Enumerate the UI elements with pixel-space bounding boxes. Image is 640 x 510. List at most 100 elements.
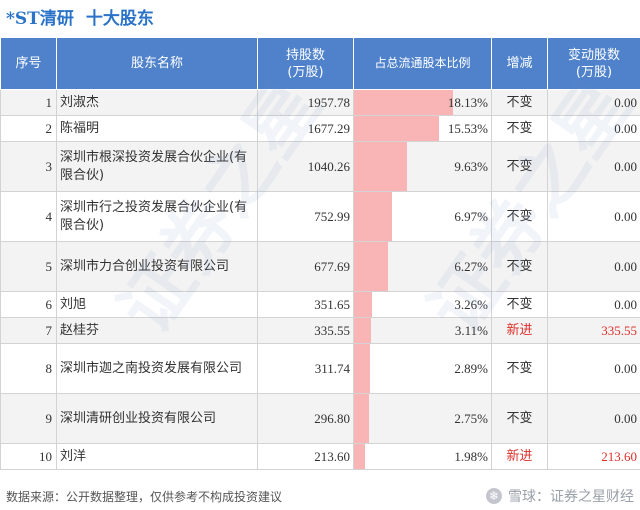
change-shares: 0.00: [547, 115, 640, 142]
header-name: 股东名称: [56, 37, 258, 90]
ratio-bar: [354, 292, 372, 317]
shareholder-name: 深圳市行之投资发展合伙企业(有限合伙): [56, 191, 258, 242]
row-index: 9: [0, 393, 57, 444]
header-delta-line1: 变动股数: [567, 47, 620, 63]
shareholder-name: 刘旭: [56, 291, 258, 318]
shareholder-name: 深圳市力合创业投资有限公司: [56, 241, 258, 292]
change-shares: 213.60: [547, 443, 640, 470]
ratio-cell: 6.97%: [353, 191, 492, 242]
change-shares: 0.00: [547, 241, 640, 292]
ratio-label: 3.11%: [454, 322, 488, 338]
shareholder-name: 赵桂芬: [56, 317, 258, 344]
shareholder-name: 深圳清研创业投资有限公司: [56, 393, 258, 444]
ratio-label: 9.63%: [454, 158, 488, 174]
shareholder-name: 刘洋: [56, 443, 258, 470]
table-row: 5 深圳市力合创业投资有限公司 677.69 6.27% 不变 0.00: [0, 241, 640, 292]
table-row: 6 刘旭 351.65 3.26% 不变 0.00: [0, 291, 640, 318]
title-subject: 十大股东: [85, 8, 154, 29]
row-index: 5: [0, 241, 57, 292]
page-title: *ST清研 十大股东: [6, 3, 154, 29]
change-shares: 0.00: [547, 141, 640, 192]
row-index: 7: [0, 317, 57, 344]
change-status: 不变: [491, 393, 548, 444]
change-status: 不变: [491, 89, 548, 116]
data-source-note: 数据来源：公开数据整理，仅供参考不构成投资建议: [6, 489, 283, 504]
row-index: 10: [0, 443, 57, 470]
header-shares-line1: 持股数: [285, 47, 325, 63]
ratio-bar: [354, 444, 365, 469]
header-delta-line2: (万股): [575, 64, 613, 80]
shares-held: 1040.26: [257, 141, 354, 192]
ratio-label: 15.53%: [447, 120, 488, 136]
header-ratio: 占总流通股本比例: [353, 37, 492, 90]
shares-held: 311.74: [257, 343, 354, 394]
ratio-bar: [354, 192, 393, 241]
row-index: 3: [0, 141, 57, 192]
change-shares: 0.00: [547, 89, 640, 116]
change-status: 不变: [491, 343, 548, 394]
table-row: 8 深圳市迦之南投资发展有限公司 311.74 2.89% 不变 0.00: [0, 343, 640, 394]
shares-held: 677.69: [257, 241, 354, 292]
header-index: 序号: [0, 37, 57, 90]
change-status: 不变: [491, 191, 548, 242]
brand: ❄ 雪球：证券之星财经: [486, 486, 634, 506]
ratio-label: 2.89%: [454, 360, 488, 376]
ratio-label: 3.26%: [454, 296, 488, 312]
change-shares: 0.00: [547, 291, 640, 318]
table-row: 2 陈福明 1677.29 15.53% 不变 0.00: [0, 115, 640, 142]
row-index: 8: [0, 343, 57, 394]
ratio-cell: 2.75%: [353, 393, 492, 444]
ratio-cell: 9.63%: [353, 141, 492, 192]
table-row: 1 刘淑杰 1957.78 18.13% 不变 0.00: [0, 89, 640, 116]
shares-held: 335.55: [257, 317, 354, 344]
shares-held: 1677.29: [257, 115, 354, 142]
shareholder-name: 陈福明: [56, 115, 258, 142]
change-shares: 335.55: [547, 317, 640, 344]
change-status: 新进: [491, 317, 548, 344]
ratio-bar: [354, 394, 370, 443]
shareholder-name: 深圳市迦之南投资发展有限公司: [56, 343, 258, 394]
header-shares: 持股数 (万股): [257, 37, 354, 90]
table-header-row: 序号 股东名称 持股数 (万股) 占总流通股本比例 增减 变动股数 (万股): [0, 37, 640, 90]
table-row: 3 深圳市根深投资发展合伙企业(有限合伙) 1040.26 9.63% 不变 0.00: [0, 141, 640, 192]
snowball-icon: ❄: [486, 488, 502, 504]
ratio-bar: [354, 90, 454, 115]
change-status: 不变: [491, 141, 548, 192]
ratio-bar: [354, 318, 372, 343]
ratio-cell: 15.53%: [353, 115, 492, 142]
change-status: 不变: [491, 291, 548, 318]
change-status: 不变: [491, 241, 548, 292]
row-index: 6: [0, 291, 57, 318]
header-delta: 变动股数 (万股): [547, 37, 640, 90]
shareholder-table: 序号 股东名称 持股数 (万股) 占总流通股本比例 增减 变动股数 (万股) 1…: [0, 37, 640, 470]
ratio-cell: 3.11%: [353, 317, 492, 344]
change-status: 不变: [491, 115, 548, 142]
row-index: 2: [0, 115, 57, 142]
header-change: 增减: [491, 37, 548, 90]
ratio-cell: 1.98%: [353, 443, 492, 470]
header-shares-line2: (万股): [287, 64, 324, 80]
table-row: 9 深圳清研创业投资有限公司 296.80 2.75% 不变 0.00: [0, 393, 640, 444]
table-row: 10 刘洋 213.60 1.98% 新进 213.60: [0, 443, 640, 470]
shares-held: 351.65: [257, 291, 354, 318]
ratio-label: 6.27%: [454, 258, 488, 274]
ratio-bar: [354, 344, 370, 393]
ratio-label: 18.13%: [447, 94, 488, 110]
shares-held: 296.80: [257, 393, 354, 444]
row-index: 1: [0, 89, 57, 116]
shareholder-name: 深圳市根深投资发展合伙企业(有限合伙): [56, 141, 258, 192]
shares-held: 1957.78: [257, 89, 354, 116]
ratio-label: 2.75%: [454, 410, 488, 426]
change-shares: 0.00: [547, 343, 640, 394]
ratio-label: 6.97%: [454, 208, 488, 224]
ratio-cell: 3.26%: [353, 291, 492, 318]
brand-label: 雪球：证券之星财经: [508, 489, 634, 505]
change-status: 新进: [491, 443, 548, 470]
ratio-cell: 6.27%: [353, 241, 492, 292]
shares-held: 752.99: [257, 191, 354, 242]
ratio-bar: [354, 116, 440, 141]
ratio-bar: [354, 242, 389, 291]
stock-name: *ST清研: [6, 8, 74, 29]
shareholder-name: 刘淑杰: [56, 89, 258, 116]
footer: 数据来源：公开数据整理，仅供参考不构成投资建议 ❄ 雪球：证券之星财经: [6, 485, 634, 507]
